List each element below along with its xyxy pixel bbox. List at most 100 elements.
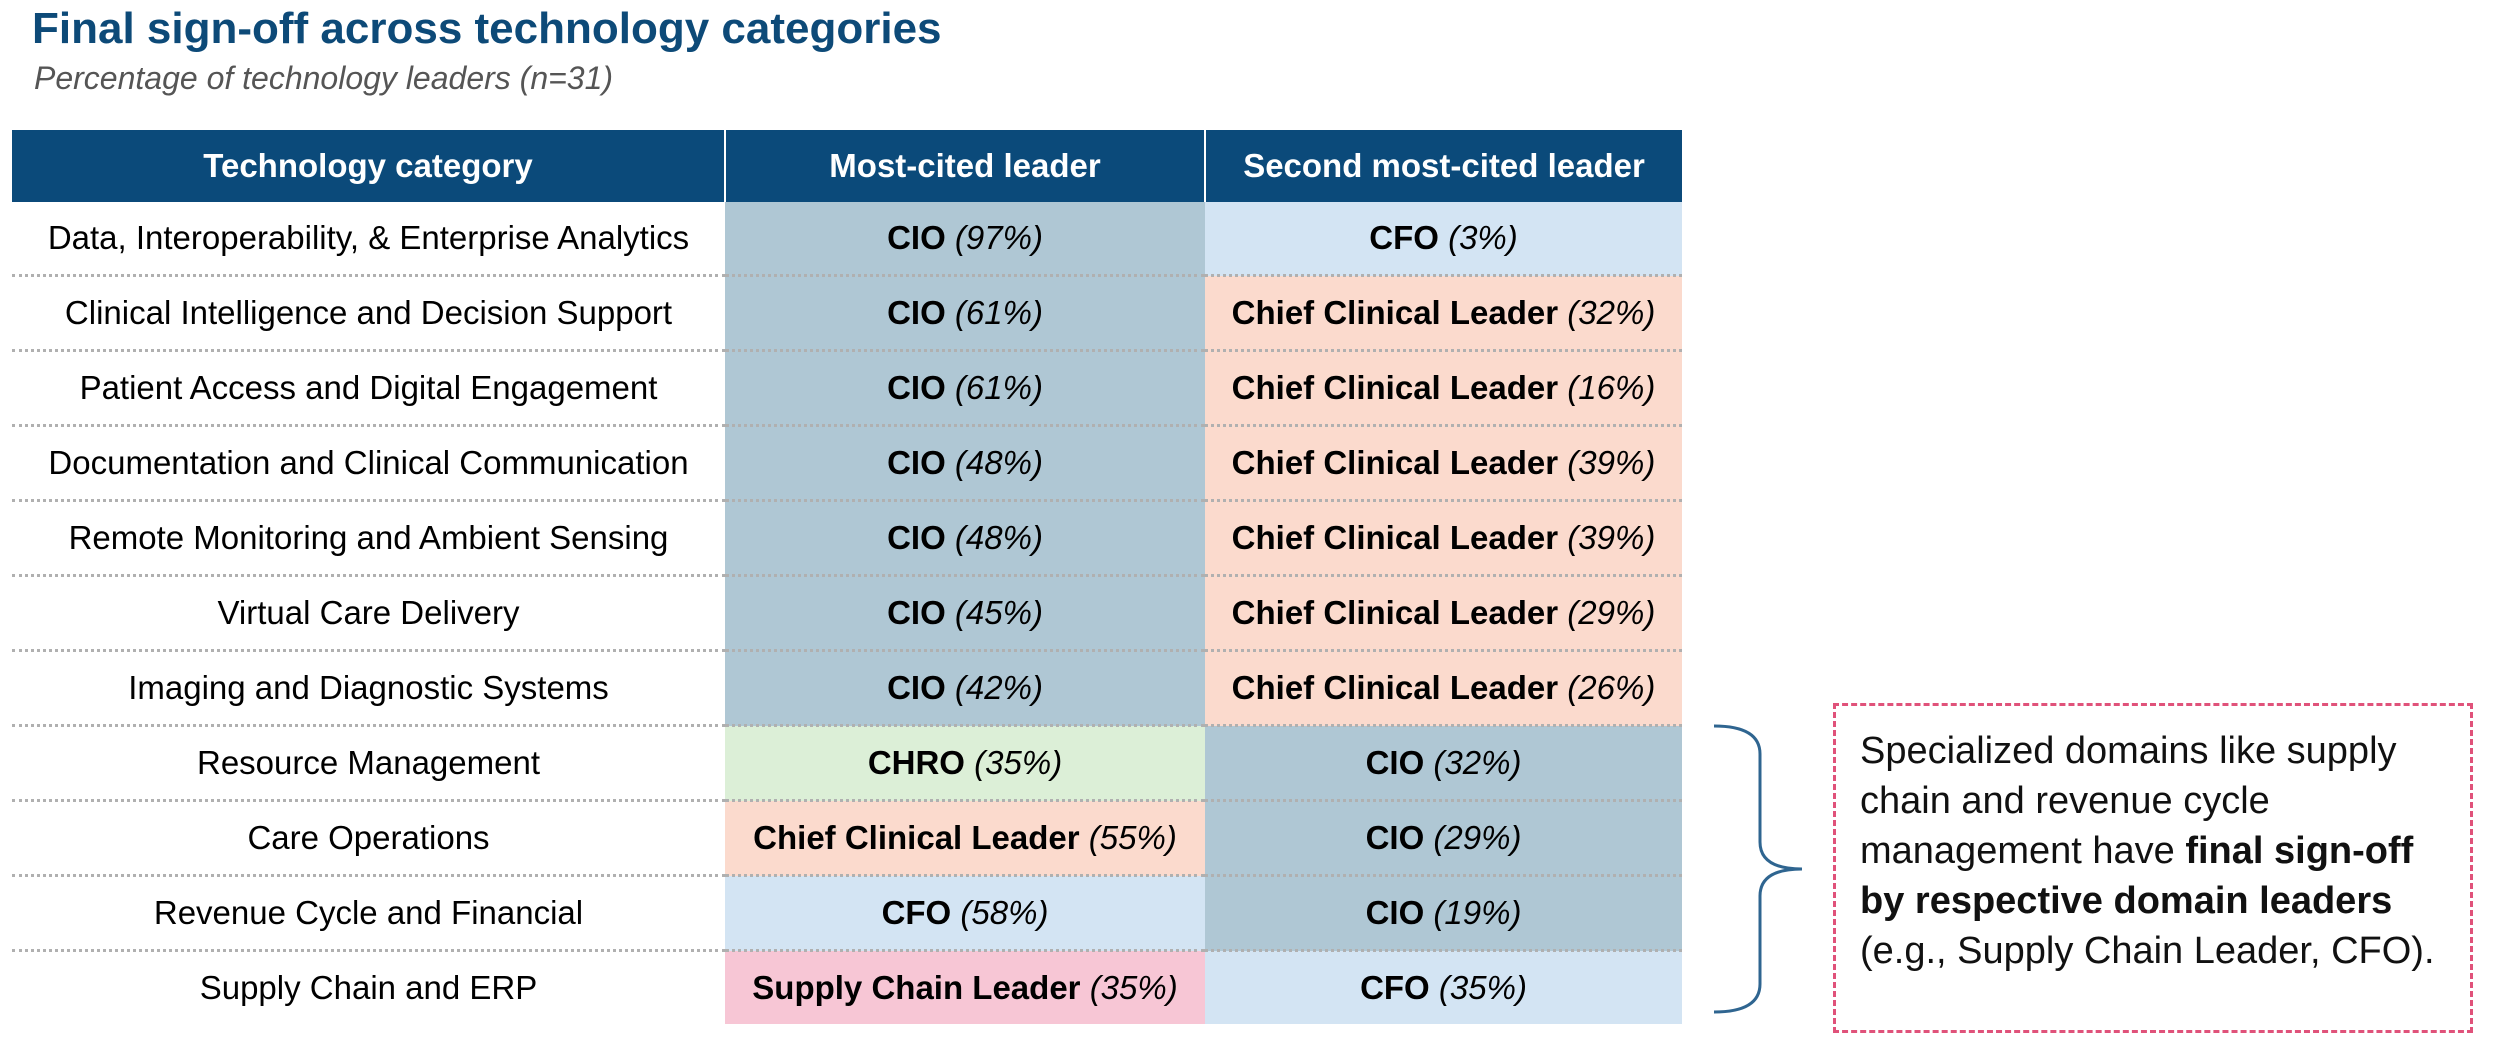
leader-percentage: (61%) — [954, 369, 1043, 406]
table-row: Revenue Cycle and Financial CFO (58%) CIO … — [12, 875, 1682, 952]
leader-name: CIO — [887, 669, 946, 706]
column-header-most-cited: Most-cited leader — [725, 130, 1206, 202]
table-header-row: Technology category Most-cited leader Se… — [12, 130, 1682, 202]
most-cited-cell: CIO (48%) — [725, 500, 1205, 577]
second-cited-cell: CFO (3%) — [1205, 202, 1682, 277]
leader-name: CIO — [887, 444, 946, 481]
most-cited-cell: CFO (58%) — [725, 875, 1205, 952]
callout-text-end: (e.g., Supply Chain Leader, CFO). — [1860, 930, 2435, 972]
leader-name: CIO — [1365, 744, 1425, 781]
table-row: Supply Chain and ERP Supply Chain Leader … — [12, 950, 1682, 1024]
leader-name: CIO — [1365, 819, 1425, 856]
table-row: Care Operations Chief Clinical Leader (55… — [12, 800, 1682, 877]
leader-name: CIO — [887, 294, 946, 331]
leader-percentage: (48%) — [954, 444, 1043, 481]
second-cited-cell: Chief Clinical Leader (32%) — [1205, 275, 1682, 352]
leader-name: CIO — [887, 594, 946, 631]
table-row: Imaging and Diagnostic Systems CIO (42%) C… — [12, 650, 1682, 727]
leader-name: CFO — [1369, 219, 1439, 256]
category-cell: Documentation and Clinical Communication — [12, 425, 725, 502]
leader-percentage: (29%) — [1433, 819, 1522, 856]
category-cell: Revenue Cycle and Financial — [12, 875, 725, 952]
category-cell: Supply Chain and ERP — [12, 950, 725, 1024]
category-cell: Remote Monitoring and Ambient Sensing — [12, 500, 725, 577]
most-cited-cell: CIO (42%) — [725, 650, 1205, 727]
leader-name: Chief Clinical Leader — [1231, 369, 1559, 406]
second-cited-cell: Chief Clinical Leader (29%) — [1205, 575, 1682, 652]
leader-name: CIO — [887, 219, 946, 256]
leader-percentage: (35%) — [1438, 969, 1527, 1006]
leader-percentage: (39%) — [1567, 519, 1656, 556]
second-cited-cell: Chief Clinical Leader (39%) — [1205, 500, 1682, 577]
callout-box: Specialized domains like supply chain an… — [1833, 703, 2473, 1033]
most-cited-cell: CIO (61%) — [725, 275, 1205, 352]
column-header-category: Technology category — [12, 130, 726, 202]
table-row: Documentation and Clinical Communication… — [12, 425, 1682, 502]
leader-name: CHRO — [867, 744, 965, 781]
chart-subtitle: Percentage of technology leaders (n=31) — [34, 60, 614, 96]
table-row: Clinical Intelligence and Decision Suppo… — [12, 275, 1682, 352]
leader-percentage: (32%) — [1433, 744, 1522, 781]
category-cell: Clinical Intelligence and Decision Suppo… — [12, 275, 725, 352]
leader-percentage: (58%) — [960, 894, 1049, 931]
table-row: Virtual Care Delivery CIO (45%) Chief Clin… — [12, 575, 1682, 652]
category-cell: Patient Access and Digital Engagement — [12, 350, 725, 427]
most-cited-cell: Supply Chain Leader (35%) — [725, 950, 1205, 1024]
table-row: Resource Management CHRO (35%) CIO (32%) — [12, 725, 1682, 802]
leader-name: CFO — [1360, 969, 1430, 1006]
signoff-table: Technology category Most-cited leader Se… — [12, 130, 1682, 1024]
category-cell: Care Operations — [12, 800, 725, 877]
leader-percentage: (32%) — [1567, 294, 1656, 331]
second-cited-cell: CIO (19%) — [1205, 875, 1682, 952]
most-cited-cell: CIO (97%) — [725, 202, 1205, 277]
most-cited-cell: CIO (61%) — [725, 350, 1205, 427]
most-cited-cell: CHRO (35%) — [725, 725, 1205, 802]
leader-percentage: (35%) — [1089, 969, 1178, 1006]
leader-name: CIO — [887, 519, 946, 556]
table-row: Patient Access and Digital Engagement CIO… — [12, 350, 1682, 427]
category-cell: Data, Interoperability, & Enterprise Ana… — [12, 202, 725, 277]
callout-text-bold: final sign-off by respective domain lead… — [1860, 830, 2414, 922]
leader-percentage: (3%) — [1448, 219, 1518, 256]
leader-percentage: (29%) — [1567, 594, 1656, 631]
second-cited-cell: Chief Clinical Leader (39%) — [1205, 425, 1682, 502]
leader-name: CIO — [1365, 894, 1425, 931]
leader-name: Chief Clinical Leader — [1231, 594, 1559, 631]
second-cited-cell: CIO (32%) — [1205, 725, 1682, 802]
second-cited-cell: CIO (29%) — [1205, 800, 1682, 877]
table-row: Data, Interoperability, & Enterprise Ana… — [12, 202, 1682, 277]
leader-name: Supply Chain Leader — [752, 969, 1081, 1006]
leader-name: Chief Clinical Leader — [1231, 669, 1559, 706]
category-cell: Resource Management — [12, 725, 725, 802]
leader-percentage: (39%) — [1567, 444, 1656, 481]
chart-title: Final sign-off across technology categor… — [32, 4, 942, 53]
bracket-icon — [1713, 724, 1803, 1014]
leader-percentage: (19%) — [1433, 894, 1522, 931]
leader-name: CFO — [881, 894, 952, 931]
leader-percentage: (55%) — [1088, 819, 1177, 856]
second-cited-cell: Chief Clinical Leader (26%) — [1205, 650, 1682, 727]
leader-percentage: (45%) — [954, 594, 1043, 631]
leader-percentage: (61%) — [954, 294, 1043, 331]
leader-percentage: (48%) — [954, 519, 1043, 556]
leader-percentage: (16%) — [1567, 369, 1656, 406]
leader-name: Chief Clinical Leader — [1231, 294, 1559, 331]
column-header-second-cited: Second most-cited leader — [1205, 130, 1682, 202]
leader-percentage: (97%) — [954, 219, 1043, 256]
second-cited-cell: Chief Clinical Leader (16%) — [1205, 350, 1682, 427]
leader-name: CIO — [887, 369, 946, 406]
most-cited-cell: CIO (48%) — [725, 425, 1205, 502]
category-cell: Virtual Care Delivery — [12, 575, 725, 652]
leader-name: Chief Clinical Leader — [1231, 444, 1559, 481]
most-cited-cell: CIO (45%) — [725, 575, 1205, 652]
table-row: Remote Monitoring and Ambient Sensing CIO… — [12, 500, 1682, 577]
leader-name: Chief Clinical Leader — [753, 819, 1080, 856]
second-cited-cell: CFO (35%) — [1205, 950, 1682, 1024]
most-cited-cell: Chief Clinical Leader (55%) — [725, 800, 1205, 877]
callout-text-start: Specialized domains like supply chain an… — [1860, 730, 2397, 872]
leader-percentage: (35%) — [974, 744, 1063, 781]
leader-name: Chief Clinical Leader — [1231, 519, 1559, 556]
leader-percentage: (26%) — [1567, 669, 1656, 706]
category-cell: Imaging and Diagnostic Systems — [12, 650, 725, 727]
leader-percentage: (42%) — [954, 669, 1043, 706]
